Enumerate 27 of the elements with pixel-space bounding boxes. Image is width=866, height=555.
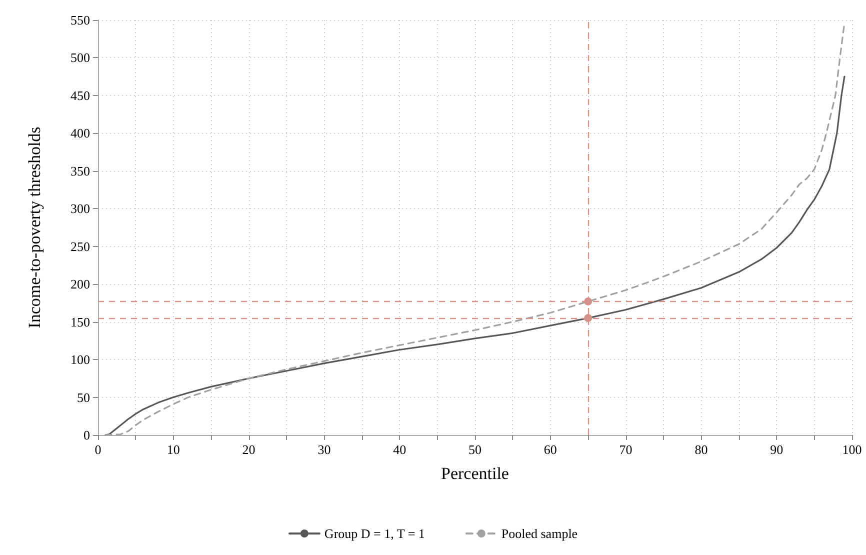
- x-tick-label: 30: [318, 442, 331, 457]
- y-tick-label: 150: [70, 314, 90, 330]
- y-tick-label: 550: [70, 12, 90, 28]
- y-tick-label: 400: [70, 126, 90, 141]
- x-tick-label: 80: [694, 442, 708, 457]
- y-tick-label: 300: [70, 201, 90, 216]
- legend-label: Pooled sample: [501, 526, 578, 541]
- y-tick-label: 100: [70, 352, 90, 368]
- x-tick-label: 20: [242, 442, 256, 457]
- y-tick-label: 250: [70, 238, 90, 254]
- y-axis-title: Income-to-poverty thresholds: [25, 126, 44, 328]
- y-tick-label: 500: [70, 50, 90, 66]
- x-axis-title: Percentile: [441, 464, 509, 483]
- x-tick-label: 70: [619, 442, 632, 457]
- x-tick-label: 40: [393, 442, 406, 457]
- x-tick-label: 50: [468, 442, 482, 457]
- y-tick-label: 0: [84, 428, 90, 442]
- x-tick-label: 90: [770, 442, 784, 457]
- y-tick-label: 450: [70, 88, 90, 103]
- y-tick-label: 200: [70, 276, 90, 292]
- x-tick-label: 10: [166, 442, 180, 457]
- y-tick-label: 350: [70, 163, 90, 178]
- x-tick-label: 100: [842, 442, 862, 457]
- x-tick-label: 0: [94, 442, 102, 457]
- x-tick-label: 60: [544, 442, 557, 457]
- legend-label: Group D = 1, T = 1: [324, 526, 425, 541]
- y-tick-label: 50: [77, 390, 90, 405]
